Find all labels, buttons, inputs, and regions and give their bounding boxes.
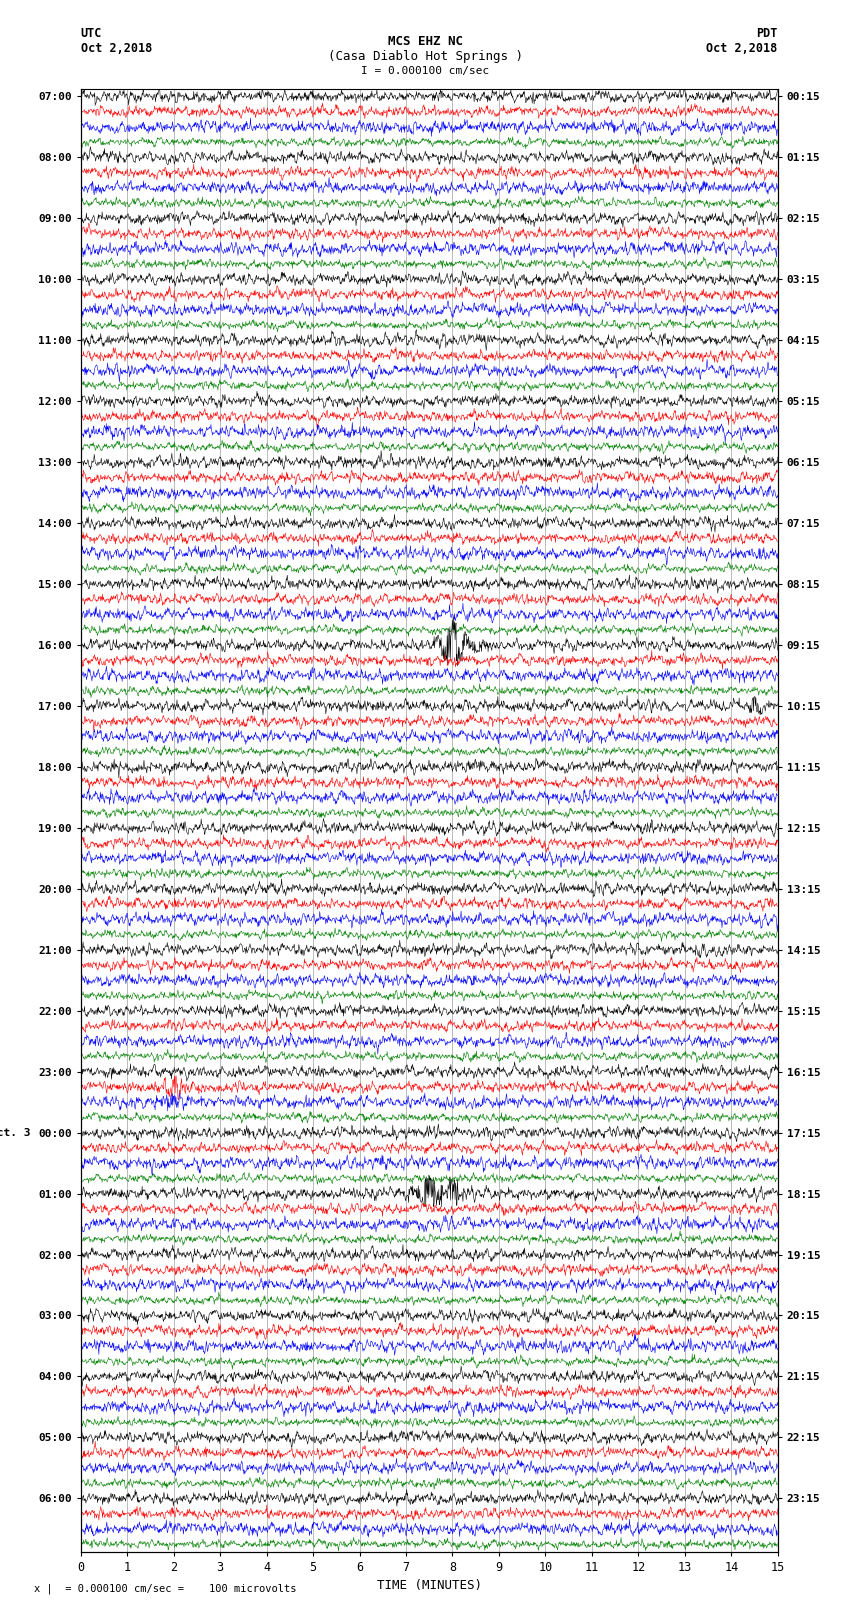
- Text: I = 0.000100 cm/sec: I = 0.000100 cm/sec: [361, 66, 489, 76]
- Text: PDT: PDT: [756, 27, 778, 40]
- Text: Oct. 3: Oct. 3: [0, 1127, 31, 1137]
- Text: (Casa Diablo Hot Springs ): (Casa Diablo Hot Springs ): [327, 50, 523, 63]
- Text: UTC: UTC: [81, 27, 102, 40]
- Text: MCS EHZ NC: MCS EHZ NC: [388, 35, 462, 48]
- X-axis label: TIME (MINUTES): TIME (MINUTES): [377, 1579, 482, 1592]
- Text: Oct 2,2018: Oct 2,2018: [706, 42, 778, 55]
- Text: Oct 2,2018: Oct 2,2018: [81, 42, 152, 55]
- Text: x |  = 0.000100 cm/sec =    100 microvolts: x | = 0.000100 cm/sec = 100 microvolts: [34, 1582, 297, 1594]
